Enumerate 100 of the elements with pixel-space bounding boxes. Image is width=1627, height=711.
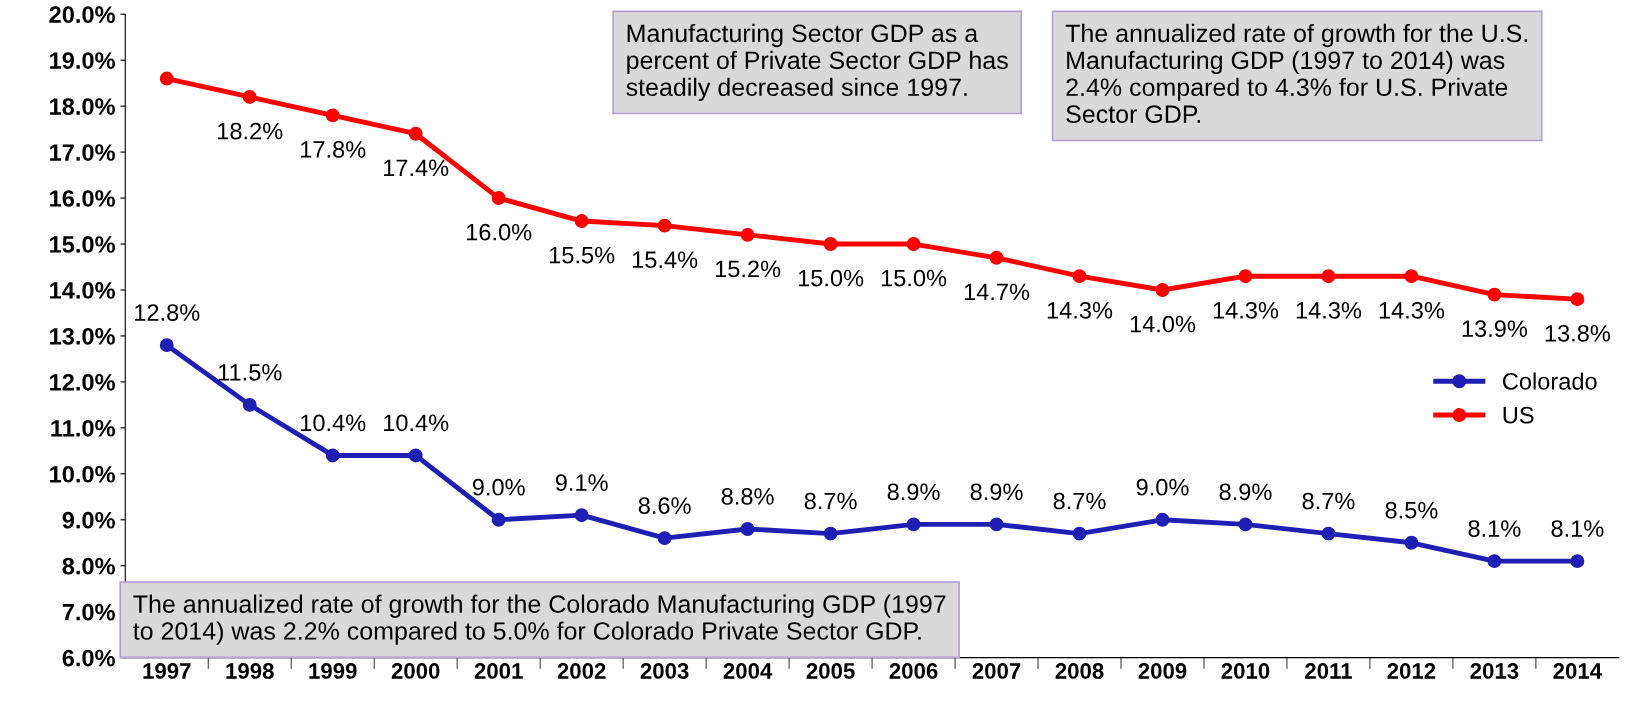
data-label: 13.8% <box>1545 324 1611 342</box>
point <box>906 237 921 251</box>
point <box>491 512 506 527</box>
data-label: 12.8% <box>135 304 200 321</box>
point <box>574 508 589 523</box>
point <box>989 517 1004 532</box>
point <box>408 126 423 141</box>
point <box>1404 269 1419 284</box>
x-tick-label: 2001 <box>474 663 523 679</box>
data-label: 15.2% <box>715 260 781 278</box>
y-tick-label: 9.0% <box>62 511 115 529</box>
point <box>491 191 506 206</box>
data-label: 9.0% <box>1136 478 1189 496</box>
point <box>1570 554 1585 569</box>
point <box>989 250 1004 265</box>
point <box>325 108 340 123</box>
point <box>823 237 838 251</box>
data-label: 14.3% <box>1213 301 1279 319</box>
point <box>657 218 672 233</box>
point <box>325 448 340 463</box>
data-label: 15.0% <box>798 269 864 287</box>
data-label: 15.5% <box>549 246 615 264</box>
data-label: 8.5% <box>1385 501 1438 519</box>
data-label: 9.1% <box>555 474 608 491</box>
point <box>657 531 672 546</box>
point <box>1404 535 1419 550</box>
point <box>1321 526 1336 541</box>
y-tick-label: 8.0% <box>62 557 115 575</box>
data-label: 15.0% <box>881 269 947 287</box>
legend-label: US <box>1503 406 1534 424</box>
point <box>242 90 257 104</box>
data-label: 8.7% <box>1302 492 1355 510</box>
point <box>1155 283 1170 297</box>
data-label: 13.9% <box>1462 320 1528 338</box>
data-label: 8.7% <box>804 492 857 510</box>
point <box>1072 269 1087 284</box>
point <box>242 397 257 412</box>
point <box>906 517 921 532</box>
y-tick-label: 17.0% <box>50 144 115 161</box>
data-label: 14.3% <box>1047 301 1113 319</box>
y-tick-label: 13.0% <box>50 328 115 345</box>
y-tick-label: 18.0% <box>50 98 115 115</box>
data-label: 8.9% <box>1219 483 1272 501</box>
x-tick-label: 2010 <box>1221 663 1270 679</box>
data-label: 8.9% <box>970 483 1023 501</box>
data-label: 16.0% <box>467 223 532 241</box>
legend-label: Colorado <box>1503 372 1597 390</box>
annotation: The annualized rate of growth for the U.S. Manufacturing GDP (1997 to 2014) was 2.4% compared to 4.3% for U.S. Private Sector GDP. <box>1065 23 1527 124</box>
point <box>1487 287 1502 302</box>
y-tick-label: 19.0% <box>50 52 115 69</box>
y-tick-label: 7.0% <box>62 603 115 621</box>
data-label: 8.8% <box>721 488 774 505</box>
x-tick-label: 2007 <box>972 663 1021 679</box>
point <box>574 214 589 228</box>
x-tick-label: 2011 <box>1305 663 1352 679</box>
data-label: 8.7% <box>1053 492 1106 510</box>
data-label: 14.0% <box>1130 315 1196 333</box>
data-label: 8.6% <box>638 497 691 514</box>
x-tick-label: 2009 <box>1138 663 1187 679</box>
x-tick-label: 2006 <box>889 663 938 679</box>
point <box>823 526 838 541</box>
y-tick-label: 16.0% <box>50 190 115 207</box>
data-label: 8.1% <box>1468 520 1521 537</box>
data-label: 8.1% <box>1551 520 1604 537</box>
annotation: Manufacturing Sector GDP as a percent of Private Sector GDP has steadily decreased since 1997. <box>626 23 1008 102</box>
data-label: 18.2% <box>218 122 283 140</box>
point <box>159 338 174 353</box>
point <box>1238 269 1253 284</box>
point <box>740 522 755 536</box>
x-tick-label: 2003 <box>640 663 689 679</box>
data-label: 11.5% <box>218 364 282 381</box>
point <box>1238 517 1253 532</box>
x-tick-label: 2002 <box>557 663 606 679</box>
annotation: The annualized rate of growth for the Colorado Manufacturing GDP (1997 to 2014) was 2.2% compared to 5.0% for Colorado Private Sector GDP. <box>133 594 946 645</box>
y-tick-label: 10.0% <box>50 465 115 483</box>
data-label: 17.8% <box>301 141 366 158</box>
point <box>740 227 755 242</box>
data-label: 10.4% <box>301 414 366 432</box>
y-tick-label: 15.0% <box>50 236 115 253</box>
x-tick-label: 2008 <box>1055 663 1104 679</box>
y-tick-label: 14.0% <box>50 282 115 299</box>
data-label: 14.3% <box>1379 301 1445 319</box>
y-tick-label: 12.0% <box>50 373 115 391</box>
point <box>408 448 423 463</box>
point <box>1487 554 1502 569</box>
data-label: 8.9% <box>887 483 940 501</box>
x-tick-label: 1997 <box>143 663 191 679</box>
point <box>159 71 174 86</box>
data-label: 14.7% <box>964 283 1030 301</box>
x-tick-label: 2014 <box>1553 663 1602 679</box>
y-tick-label: 20.0% <box>49 6 115 24</box>
x-tick-label: 1999 <box>309 663 357 679</box>
x-tick-label: 2004 <box>723 663 773 679</box>
point <box>1072 526 1087 541</box>
point <box>1570 292 1585 307</box>
x-tick-label: 2005 <box>806 663 855 679</box>
point <box>1155 512 1170 527</box>
data-label: 17.4% <box>384 159 449 177</box>
data-label: 14.3% <box>1296 301 1362 319</box>
data-label: 9.0% <box>472 478 525 496</box>
